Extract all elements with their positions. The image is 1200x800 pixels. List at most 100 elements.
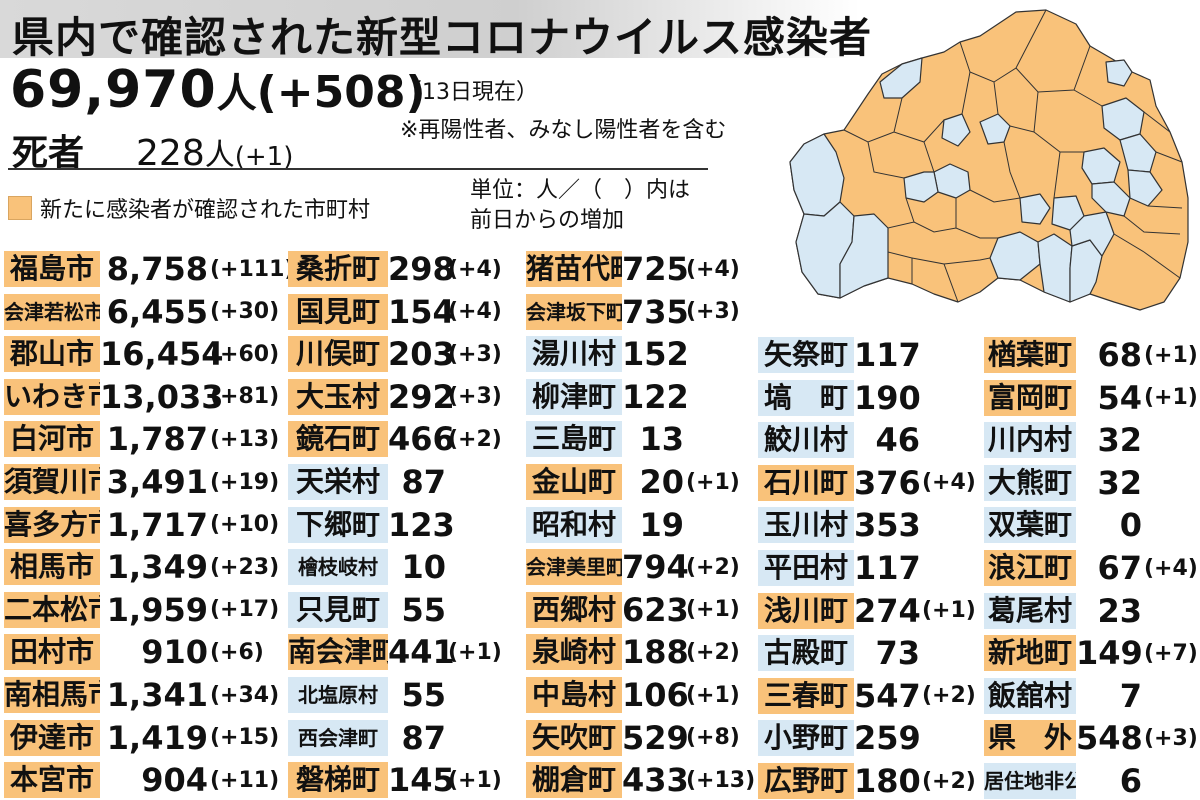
case-delta: (+4) bbox=[448, 299, 502, 325]
case-delta: (+4) bbox=[686, 256, 740, 282]
municipality-name: 塙 町 bbox=[758, 379, 854, 416]
case-count: 274 bbox=[854, 591, 921, 630]
case-count: 3,491 bbox=[106, 463, 208, 501]
municipality-row: 双葉町 0 bbox=[984, 506, 1200, 544]
municipality-name: 会津坂下町 bbox=[526, 293, 622, 330]
legend: 新たに感染者が確認された市町村 bbox=[8, 192, 370, 224]
map-region bbox=[989, 231, 1041, 281]
municipality-name: 中島村 bbox=[526, 677, 622, 713]
case-count: 87 bbox=[401, 463, 446, 501]
municipality-name: 富岡町 bbox=[984, 379, 1076, 416]
municipality-name: 相馬市 bbox=[4, 549, 100, 586]
case-count: 73 bbox=[875, 634, 920, 673]
municipality-row: 川内村 32 bbox=[984, 421, 1200, 459]
municipality-name: 田村市 bbox=[4, 634, 100, 671]
case-count: 1,717 bbox=[106, 505, 208, 544]
case-delta: (+1) bbox=[448, 639, 502, 665]
case-count: 123 bbox=[388, 505, 455, 544]
municipality-name: 磐梯町 bbox=[288, 762, 388, 799]
municipality-row: 会津坂下町 735 (+3) bbox=[526, 293, 766, 331]
inclusion-note: ※再陽性者、みなし陽性者を含む bbox=[400, 118, 727, 143]
case-delta: (+1) bbox=[1144, 385, 1198, 411]
case-count: 16,454 bbox=[100, 335, 224, 374]
case-delta: (+1) bbox=[686, 469, 740, 495]
fukushima-map bbox=[789, 9, 1189, 311]
case-count: 1,787 bbox=[106, 420, 208, 459]
case-count: 441 bbox=[388, 633, 455, 672]
case-count: 547 bbox=[854, 676, 921, 715]
case-count: 190 bbox=[854, 378, 921, 417]
case-delta: (+2) bbox=[448, 426, 502, 452]
municipality-name: 北塩原村 bbox=[288, 677, 388, 713]
case-count: 203 bbox=[388, 335, 455, 374]
municipality-row: 矢祭町 117 bbox=[758, 336, 982, 374]
municipality-name: 只見町 bbox=[288, 591, 388, 628]
map-region bbox=[789, 133, 845, 217]
municipality-name: 矢祭町 bbox=[758, 337, 854, 373]
municipality-row: 南相馬市1,341(+34) bbox=[4, 676, 290, 714]
municipality-row: 天栄村 87 bbox=[288, 463, 518, 501]
municipality-row: 石川町 376 (+4) bbox=[758, 464, 982, 502]
municipality-name: 浪江町 bbox=[984, 550, 1076, 586]
municipality-row: 西郷村 623 (+1) bbox=[526, 591, 766, 629]
municipality-row: 玉川村 353 bbox=[758, 506, 982, 544]
municipality-name: 鮫川村 bbox=[758, 422, 854, 459]
case-count: 13 bbox=[639, 420, 684, 459]
municipality-row: 三島町 13 bbox=[526, 420, 766, 458]
municipality-name: 三春町 bbox=[758, 677, 854, 714]
legend-swatch bbox=[8, 196, 32, 220]
case-count: 8,758 bbox=[106, 250, 208, 288]
case-count: 145 bbox=[388, 761, 455, 800]
municipality-row: 県 外 548 (+3) bbox=[984, 719, 1200, 757]
map-region bbox=[879, 57, 923, 99]
municipality-name: 大玉村 bbox=[288, 378, 388, 415]
municipality-row: 大玉村 292 (+3) bbox=[288, 378, 518, 416]
municipality-name: 伊達市 bbox=[4, 719, 100, 756]
municipality-name: 湯川村 bbox=[526, 336, 622, 373]
municipality-name: 南会津町 bbox=[288, 634, 388, 671]
case-delta: (+8) bbox=[686, 725, 740, 751]
case-delta: (+10) bbox=[210, 512, 280, 538]
case-count: 735 bbox=[622, 292, 689, 331]
case-delta: (+3) bbox=[448, 341, 502, 367]
municipality-row: 広野町 180 (+2) bbox=[758, 762, 982, 800]
municipality-row: 川俣町 203 (+3) bbox=[288, 335, 518, 373]
total-delta: (+508) bbox=[256, 67, 426, 118]
municipality-name: 大熊町 bbox=[984, 464, 1076, 501]
divider bbox=[8, 168, 708, 170]
municipality-name: 泉崎村 bbox=[526, 634, 622, 671]
case-delta: (+6) bbox=[210, 639, 264, 665]
case-count: 117 bbox=[854, 336, 921, 374]
municipality-row: 北塩原村 55 bbox=[288, 676, 518, 714]
municipality-name: 柳津町 bbox=[526, 378, 622, 415]
case-count: 32 bbox=[1097, 421, 1142, 460]
municipality-name: 双葉町 bbox=[984, 507, 1076, 544]
case-count: 180 bbox=[854, 762, 921, 800]
case-count: 46 bbox=[875, 421, 920, 460]
municipality-name: 浅川町 bbox=[758, 592, 854, 629]
municipality-name: 葛尾村 bbox=[984, 592, 1076, 629]
municipality-row: 飯舘村 7 bbox=[984, 677, 1200, 715]
municipality-row: 柳津町 122 bbox=[526, 378, 766, 416]
municipality-name: 広野町 bbox=[758, 763, 854, 799]
municipality-name: 南相馬市 bbox=[4, 677, 100, 713]
map-region bbox=[1091, 181, 1131, 217]
case-delta: (+60) bbox=[210, 341, 280, 367]
municipality-row: 西会津町 87 bbox=[288, 719, 518, 757]
case-delta: (+2) bbox=[686, 554, 740, 580]
municipality-name: 西郷村 bbox=[526, 591, 622, 628]
case-delta: (+7) bbox=[1144, 640, 1198, 666]
municipality-row: 大熊町 32 bbox=[984, 464, 1200, 502]
map-region bbox=[1069, 211, 1115, 257]
municipality-row: 三春町 547 (+2) bbox=[758, 677, 982, 715]
municipality-row: 矢吹町 529 (+8) bbox=[526, 719, 766, 757]
municipality-row: 喜多方市1,717(+10) bbox=[4, 506, 290, 544]
municipality-row: 新地町 149 (+7) bbox=[984, 634, 1200, 672]
municipality-row: 富岡町 54 (+1) bbox=[984, 379, 1200, 417]
municipality-name: 白河市 bbox=[4, 421, 100, 458]
map-region bbox=[979, 113, 1011, 145]
case-delta: (+13) bbox=[210, 426, 280, 452]
case-count: 910 bbox=[141, 633, 208, 672]
municipality-name: 桑折町 bbox=[288, 251, 388, 287]
municipality-row: 浅川町 274 (+1) bbox=[758, 592, 982, 630]
